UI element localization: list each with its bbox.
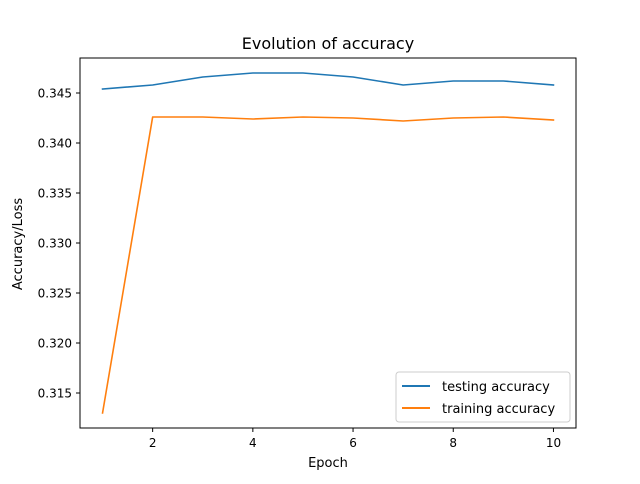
x-tick-label: 6 <box>349 436 357 450</box>
legend-box <box>395 371 571 423</box>
x-axis-ticks: 2 4 6 8 10 <box>149 428 561 450</box>
x-axis-label: Epoch <box>308 456 348 471</box>
legend-label-training-accuracy: training accuracy <box>442 402 555 417</box>
y-tick-label: 0.315 <box>38 387 72 401</box>
y-tick-label: 0.335 <box>38 187 72 201</box>
plot-area-frame <box>79 57 577 429</box>
x-tick-label: 2 <box>149 436 157 450</box>
y-tick-label: 0.325 <box>38 287 72 301</box>
series-line-testing-accuracy <box>101 72 555 90</box>
y-axis-ticks: 0.315 0.320 0.325 0.330 0.335 0.340 0.345 <box>38 87 80 401</box>
legend-label-testing-accuracy: testing accuracy <box>442 380 550 395</box>
x-tick-label: 8 <box>449 436 457 450</box>
series-line-training-accuracy <box>101 116 555 414</box>
y-tick-label: 0.340 <box>38 137 72 151</box>
legend: testing accuracy training accuracy <box>395 371 571 423</box>
y-axis-label: Accuracy/Loss <box>11 198 26 290</box>
series-layer <box>101 72 555 414</box>
x-tick-label: 4 <box>249 436 257 450</box>
y-tick-label: 0.345 <box>38 87 72 101</box>
chart-title: Evolution of accuracy <box>242 34 414 53</box>
x-tick-label: 10 <box>546 436 561 450</box>
y-tick-label: 0.330 <box>38 237 72 251</box>
y-tick-label: 0.320 <box>38 337 72 351</box>
